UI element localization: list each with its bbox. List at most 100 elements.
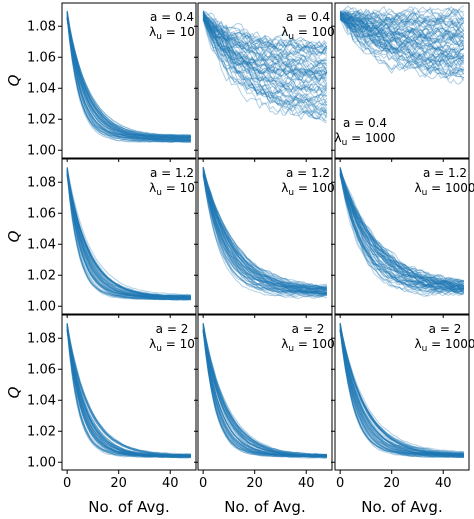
trace-line <box>202 328 327 459</box>
trace-line <box>202 331 327 457</box>
trace-line <box>66 13 191 139</box>
trace-line <box>339 329 464 458</box>
trace-line <box>66 175 191 299</box>
trace-line <box>202 172 327 293</box>
trace-line <box>66 11 191 140</box>
trace-line <box>66 16 191 137</box>
trace-line <box>66 324 191 457</box>
trace-line <box>66 171 191 298</box>
trace-line <box>66 175 191 299</box>
trace-line <box>339 324 464 459</box>
trace-group <box>339 322 464 459</box>
trace-line <box>202 169 327 291</box>
trace-line <box>66 172 191 299</box>
trace-line <box>202 12 328 91</box>
trace-line <box>202 323 327 458</box>
x-tick-label: 0 <box>63 476 71 491</box>
annotation-lambda: λu = 10 <box>149 181 195 198</box>
trace-line <box>339 325 464 455</box>
y-tick-label: 1.02 <box>27 424 56 439</box>
trace-line <box>202 17 328 94</box>
trace-line <box>66 325 191 457</box>
trace-line <box>66 173 191 300</box>
trace-line <box>339 175 465 286</box>
trace-line <box>66 174 191 298</box>
trace-line <box>66 323 191 457</box>
trace-line <box>66 328 191 457</box>
panel-3-2: 0 20 40 a = 2λu = 100 No. of Avg. <box>194 314 335 516</box>
trace-line <box>66 169 191 301</box>
trace-line <box>202 168 327 289</box>
trace-line <box>66 12 191 141</box>
panel-3-3: 0 20 40 a = 2λu = 1000 No. of Avg. <box>331 314 474 516</box>
trace-line <box>202 167 327 295</box>
trace-line <box>339 13 465 72</box>
x-axis-label: No. of Avg. <box>361 498 442 516</box>
trace-line <box>66 16 191 141</box>
trace-line <box>340 8 465 34</box>
trace-line <box>339 15 465 45</box>
trace-line <box>339 16 464 70</box>
trace-line <box>340 5 464 28</box>
trace-line <box>339 323 464 455</box>
trace-line <box>66 10 191 140</box>
trace-line <box>202 327 327 456</box>
trace-line <box>339 172 465 286</box>
trace-line <box>66 329 191 457</box>
trace-line <box>66 16 191 137</box>
trace-line <box>202 331 327 457</box>
trace-line <box>66 328 191 457</box>
trace-line <box>66 11 191 143</box>
panel-frame <box>61 314 197 471</box>
trace-line <box>202 13 327 83</box>
trace-line <box>202 326 327 457</box>
trace-line <box>66 171 191 299</box>
trace-line <box>66 166 191 296</box>
trace-line <box>202 329 327 458</box>
trace-line <box>202 325 327 456</box>
trace-group <box>66 166 191 301</box>
trace-line <box>202 10 328 114</box>
trace-line <box>202 172 328 296</box>
trace-line <box>339 11 464 77</box>
trace-line <box>202 19 328 122</box>
x-tick-label: 40 <box>298 476 315 491</box>
trace-line <box>339 170 465 287</box>
trace-line <box>66 18 191 139</box>
trace-line <box>202 325 327 458</box>
panel-2-1: 1.00 1.02 1.04 1.06 1.08 a = 1.2λu = 10 Q <box>5 158 197 318</box>
trace-line <box>339 169 464 287</box>
trace-line <box>339 322 464 455</box>
trace-line <box>202 18 328 103</box>
trace-line <box>66 327 191 458</box>
trace-line <box>202 167 327 290</box>
trace-group <box>339 5 465 85</box>
trace-line <box>66 169 191 299</box>
trace-line <box>202 14 328 93</box>
trace-line <box>339 328 464 455</box>
trace-line <box>66 17 191 140</box>
trace-line <box>339 325 464 456</box>
trace-line <box>66 167 191 299</box>
trace-line <box>66 324 191 457</box>
trace-line <box>66 12 191 143</box>
trace-line <box>66 170 191 301</box>
trace-line <box>202 168 327 298</box>
trace-line <box>339 15 465 68</box>
trace-line <box>202 172 327 291</box>
trace-line <box>202 16 328 56</box>
trace-line <box>339 169 464 290</box>
trace-line <box>339 14 465 43</box>
trace-line <box>339 173 465 293</box>
trace-line <box>202 328 327 458</box>
trace-line <box>340 14 465 41</box>
x-axis-label: No. of Avg. <box>88 498 169 516</box>
trace-line <box>66 13 191 142</box>
trace-line <box>339 172 465 291</box>
trace-line <box>202 331 327 457</box>
trace-line <box>66 19 191 142</box>
trace-line <box>339 174 464 293</box>
trace-line <box>202 18 328 86</box>
trace-line <box>339 167 465 285</box>
trace-line <box>202 175 328 291</box>
